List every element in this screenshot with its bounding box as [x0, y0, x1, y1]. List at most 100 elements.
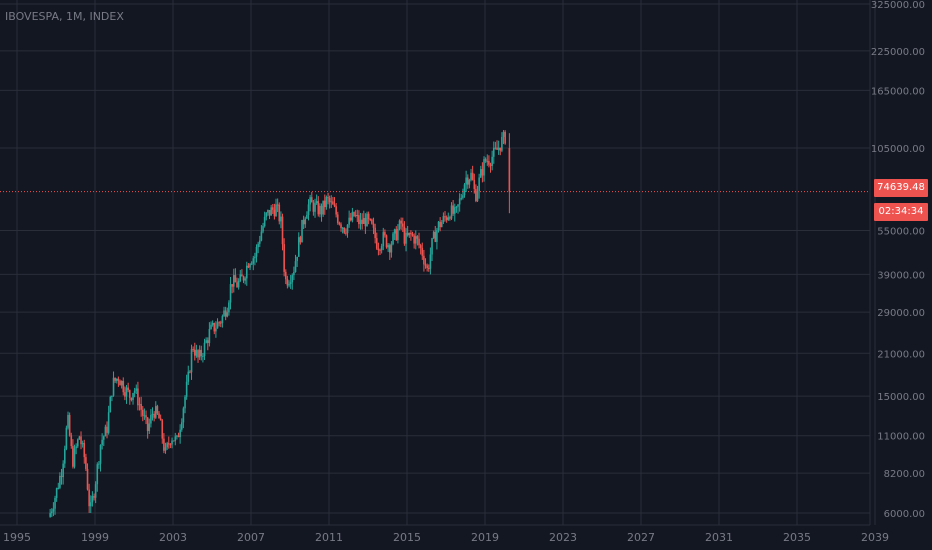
- candle-body: [328, 197, 331, 203]
- candle-body: [423, 255, 425, 265]
- candle-body: [336, 214, 339, 223]
- candle-body: [89, 502, 92, 507]
- candle-body: [436, 230, 438, 242]
- candle-body: [340, 224, 342, 229]
- candle-body: [319, 205, 321, 215]
- candle-body: [483, 159, 485, 176]
- candle-body: [286, 279, 289, 286]
- candle-body: [501, 136, 503, 151]
- candle-body: [81, 443, 84, 445]
- candle-body: [125, 387, 128, 397]
- candle-body: [369, 219, 372, 221]
- countdown-tag: 02:34:34: [874, 203, 928, 221]
- candle-body: [265, 212, 268, 217]
- candle-body: [177, 435, 180, 438]
- candle-body: [416, 236, 419, 239]
- candle-body: [354, 215, 357, 217]
- x-tick-label: 1999: [81, 531, 109, 544]
- candle-body: [335, 206, 337, 215]
- x-tick-label: 2007: [237, 531, 265, 544]
- candle-body: [288, 284, 290, 286]
- x-tick-label: 2011: [315, 531, 343, 544]
- candle-body: [364, 217, 367, 227]
- candle-body: [398, 220, 401, 229]
- candle-body: [138, 404, 141, 406]
- candle-body: [479, 169, 482, 178]
- candle-body: [135, 388, 138, 391]
- candle-body: [122, 380, 125, 393]
- candle-body: [270, 207, 272, 216]
- candle-body: [463, 184, 466, 196]
- candle-body: [379, 250, 381, 252]
- candle-body: [249, 264, 251, 268]
- candle-body: [221, 316, 224, 324]
- x-tick-label: 2035: [783, 531, 811, 544]
- candle-body: [473, 179, 476, 189]
- candle-body: [250, 263, 253, 265]
- candle-body: [255, 247, 258, 257]
- candle-body: [395, 229, 398, 241]
- candle-body: [497, 147, 500, 150]
- candle-body: [179, 429, 181, 438]
- candle-body: [374, 227, 376, 239]
- candle-body: [403, 226, 406, 244]
- candle-body: [226, 312, 229, 317]
- candle-body: [85, 457, 87, 469]
- candle-body: [294, 261, 297, 273]
- candle-body: [109, 396, 112, 413]
- candle-body: [128, 390, 131, 398]
- candle-body: [309, 197, 311, 205]
- candle-body: [190, 349, 193, 373]
- candle-body: [343, 227, 346, 233]
- candle-body: [429, 254, 432, 269]
- candle-body: [70, 435, 73, 447]
- candle-body: [228, 302, 230, 313]
- candle-body: [94, 484, 97, 498]
- y-tick-label: 325000.00: [871, 0, 925, 11]
- candle-body: [198, 349, 201, 358]
- candle-body: [362, 217, 365, 224]
- candle-body: [346, 224, 349, 234]
- candle-body: [489, 164, 492, 166]
- candle-body: [49, 513, 51, 517]
- candle-body: [115, 378, 118, 381]
- y-tick-label: 225000.00: [871, 47, 925, 58]
- candle-body: [114, 377, 116, 381]
- candle-body: [57, 487, 60, 489]
- candle-body: [314, 203, 316, 212]
- candle-body: [310, 197, 313, 203]
- candle-body: [215, 328, 217, 332]
- candle-body: [508, 148, 511, 192]
- candle-body: [219, 322, 222, 324]
- candle-body: [164, 447, 167, 451]
- x-tick-label: 2003: [159, 531, 187, 544]
- candle-body: [267, 210, 269, 213]
- candle-body: [330, 201, 333, 203]
- candle-body: [247, 265, 250, 268]
- candle-body: [91, 495, 94, 503]
- candle-body: [405, 232, 407, 244]
- candle-body: [224, 310, 227, 317]
- candle-body: [59, 475, 61, 488]
- x-tick-label: 2023: [549, 531, 577, 544]
- candle-body: [447, 217, 450, 220]
- candle-body: [145, 415, 147, 418]
- candle-body: [187, 371, 190, 382]
- candle-body: [273, 209, 276, 217]
- candle-body: [132, 393, 134, 400]
- candle-body: [439, 221, 441, 228]
- y-tick-label: 165000.00: [871, 86, 925, 97]
- candle-body: [119, 380, 121, 386]
- candle-body: [353, 211, 355, 216]
- candle-body: [452, 205, 454, 214]
- candle-body: [421, 247, 424, 256]
- candle-body: [262, 226, 264, 232]
- candle-body: [68, 414, 71, 436]
- candle-body: [148, 423, 151, 431]
- candle-body: [275, 204, 277, 217]
- candle-body: [486, 160, 489, 162]
- candle-body: [411, 234, 414, 236]
- candle-body: [437, 221, 440, 231]
- candle-body: [468, 179, 471, 185]
